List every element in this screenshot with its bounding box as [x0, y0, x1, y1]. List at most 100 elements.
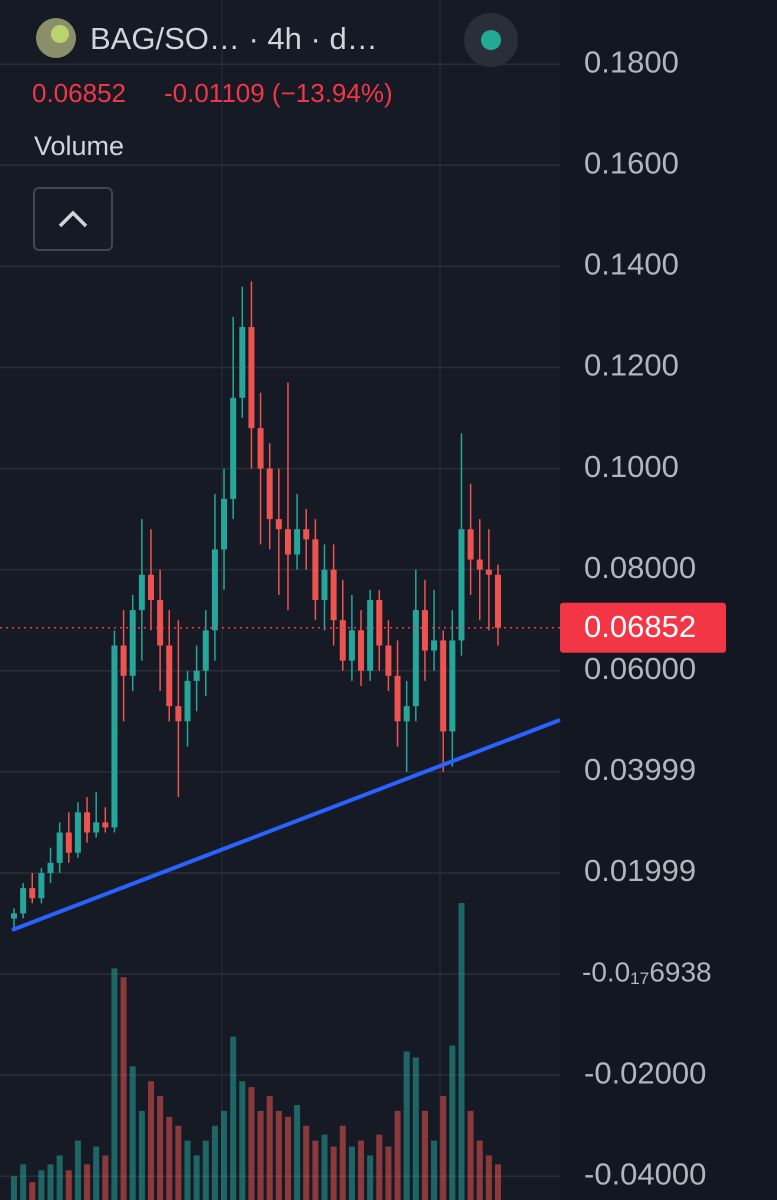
volume-bar [74, 1140, 81, 1200]
y-tick-label: -0.04000 [584, 1156, 706, 1191]
candle-body [294, 529, 301, 555]
volume-bar [367, 1155, 374, 1200]
symbol-title: BAG/SO… · 4h · d… [90, 21, 378, 56]
volume-bar [138, 1110, 145, 1200]
candle-body [257, 428, 264, 469]
candle-body [284, 529, 291, 555]
chevron-up [58, 210, 88, 228]
candle-body [376, 600, 383, 646]
candle-body [458, 529, 465, 641]
volume-bar [495, 1164, 501, 1200]
volume-bar [248, 1087, 255, 1200]
volume-bar [275, 1110, 282, 1200]
volume-bar [166, 1116, 173, 1200]
y-tick-label: 0.08000 [584, 550, 696, 585]
volume-bar [467, 1110, 474, 1200]
candle-body [166, 645, 173, 707]
candle-body [495, 574, 501, 628]
candle-body [193, 670, 200, 681]
volume-bar [284, 1116, 291, 1200]
candle-body [431, 640, 438, 651]
candle-body [339, 620, 346, 661]
volume-bar [211, 1125, 218, 1200]
candle-body [38, 872, 45, 899]
volume-bar [358, 1140, 365, 1200]
volume-bar [84, 1164, 91, 1200]
candle-body [120, 645, 127, 676]
volume-bar [303, 1125, 310, 1200]
volume-bar [56, 1155, 63, 1200]
price-change: -0.01109 (−13.94%) [164, 78, 393, 108]
volume-bar [202, 1140, 209, 1200]
volume-bar [29, 1182, 36, 1200]
candle-body [266, 468, 273, 520]
volume-bar [476, 1140, 483, 1200]
last-price: 0.06852 [32, 78, 126, 108]
candle-body [367, 600, 374, 671]
candle-body [147, 574, 154, 600]
y-tick-label: 0.1200 [584, 348, 679, 383]
candle-body [385, 645, 392, 676]
status-dot [481, 30, 501, 50]
candle-body [403, 706, 410, 722]
volume-bar [111, 968, 118, 1200]
volume-bar [348, 1146, 355, 1200]
volume-bar [339, 1125, 346, 1200]
volume-bar [321, 1134, 328, 1200]
candle-body [321, 569, 328, 600]
volume-bar [11, 1176, 17, 1200]
volume-bar [193, 1155, 200, 1200]
volume-bar [129, 1066, 136, 1200]
candle-body [20, 888, 27, 914]
candle-body [303, 529, 310, 540]
y-tick-label: 0.1600 [584, 145, 679, 180]
candle-body [248, 327, 255, 429]
volume-bar [230, 1036, 237, 1200]
trend-line [11, 718, 561, 932]
candle-body [47, 862, 54, 873]
candle-body [440, 640, 447, 732]
volume-bar [239, 1081, 246, 1200]
candle-body [348, 630, 355, 661]
candle-body [330, 569, 337, 621]
y-tick-label: -0.0₁₇6938 [582, 956, 712, 987]
y-tick-label: 0.01999 [584, 853, 696, 888]
volume-bar [175, 1125, 182, 1200]
candle-body [129, 610, 136, 676]
candle-body [239, 327, 246, 398]
volume-bar [330, 1146, 337, 1200]
price-axis [560, 0, 777, 1200]
candle-body [184, 680, 191, 722]
volume-bar [120, 977, 127, 1200]
volume-bar [312, 1140, 319, 1200]
last-price-tag [560, 602, 726, 653]
candle-body [421, 610, 428, 651]
volume-bar [147, 1081, 154, 1200]
volume-bar [412, 1057, 419, 1200]
volume-bar [440, 1096, 447, 1200]
volume-bar [266, 1096, 273, 1200]
candle-body [312, 539, 319, 600]
indicator-label: Volume [34, 131, 124, 161]
candle-body [358, 630, 365, 671]
volume-bar [403, 1051, 410, 1200]
candle-body [476, 559, 483, 570]
candle-body [11, 913, 17, 919]
candle-body [29, 888, 36, 899]
candle-body [211, 549, 218, 631]
candle-body [65, 832, 72, 853]
collapse-button[interactable] [33, 187, 113, 251]
volume-bar [65, 1170, 72, 1200]
volume-bar [458, 903, 465, 1200]
volume-bar [38, 1170, 45, 1200]
volume-bar [385, 1146, 392, 1200]
candle-body [102, 822, 109, 828]
volume-bar [257, 1110, 264, 1200]
candle-body [412, 610, 419, 707]
volume-bar [47, 1164, 54, 1200]
volume-bar [449, 1045, 456, 1200]
volume-bar [221, 1110, 228, 1200]
candle-body [138, 574, 145, 611]
candle-body [93, 822, 100, 833]
